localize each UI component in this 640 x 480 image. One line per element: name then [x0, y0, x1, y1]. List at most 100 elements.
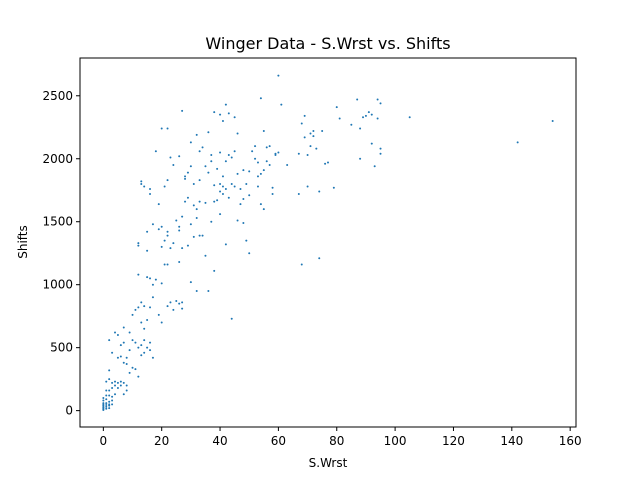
data-point — [364, 114, 367, 117]
y-axis: 0 500 1000 1500 2000 2500 — [42, 89, 80, 418]
data-point — [367, 111, 370, 114]
data-point — [160, 321, 163, 324]
data-point — [172, 164, 175, 167]
x-axis: 0 20 40 60 80 100 120 140 160 — [100, 427, 582, 448]
x-tick-label: 80 — [329, 434, 344, 448]
data-point — [213, 269, 216, 272]
data-point — [181, 307, 184, 310]
data-point — [166, 230, 169, 233]
data-point — [119, 344, 122, 347]
data-point — [221, 119, 224, 122]
x-tick-label: 60 — [271, 434, 286, 448]
data-point — [105, 402, 108, 405]
data-point — [111, 403, 114, 406]
data-point — [230, 182, 233, 185]
data-point — [198, 234, 201, 237]
data-point — [140, 321, 143, 324]
data-point — [143, 327, 146, 330]
data-point — [154, 150, 157, 153]
data-point — [324, 162, 327, 165]
data-point — [338, 117, 341, 120]
data-point — [277, 74, 280, 77]
data-point — [306, 185, 309, 188]
data-point — [172, 242, 175, 245]
data-point — [166, 305, 169, 308]
data-point — [256, 161, 259, 164]
data-point — [105, 398, 108, 401]
data-point — [111, 395, 114, 398]
data-point — [111, 386, 114, 389]
data-point — [151, 283, 154, 286]
data-point — [303, 136, 306, 139]
data-point — [160, 225, 163, 228]
data-point — [210, 153, 213, 156]
data-point — [227, 112, 230, 115]
data-point — [300, 122, 303, 125]
data-point — [108, 389, 111, 392]
data-point — [169, 156, 172, 159]
data-point — [239, 203, 242, 206]
data-point — [163, 185, 166, 188]
data-point — [105, 380, 108, 383]
data-point — [114, 393, 117, 396]
data-point — [332, 186, 335, 189]
data-point — [192, 204, 195, 207]
data-point — [242, 198, 245, 201]
data-point — [137, 346, 140, 349]
data-point — [151, 356, 154, 359]
data-point — [242, 221, 245, 224]
data-point — [178, 229, 181, 232]
data-point — [239, 187, 242, 190]
data-point — [373, 165, 376, 168]
data-point — [321, 130, 324, 133]
data-point — [134, 368, 137, 371]
data-point — [151, 223, 154, 226]
data-point — [408, 116, 411, 119]
data-point — [146, 346, 149, 349]
points-layer — [102, 74, 554, 411]
data-point — [230, 317, 233, 320]
data-point — [181, 215, 184, 218]
data-point — [116, 386, 119, 389]
data-point — [318, 190, 321, 193]
data-point — [262, 130, 265, 133]
data-point — [111, 351, 114, 354]
data-point — [198, 150, 201, 153]
data-point — [131, 366, 134, 369]
data-point — [108, 403, 111, 406]
data-point — [146, 276, 149, 279]
data-point — [128, 371, 131, 374]
data-point — [184, 175, 187, 178]
data-point — [201, 234, 204, 237]
data-point — [376, 98, 379, 101]
data-point — [184, 200, 187, 203]
data-point — [254, 145, 257, 148]
data-point — [198, 200, 201, 203]
data-point — [122, 381, 125, 384]
data-point — [315, 147, 318, 150]
data-point — [143, 351, 146, 354]
data-point — [125, 384, 128, 387]
data-point — [186, 244, 189, 247]
data-point — [259, 97, 262, 100]
data-point — [149, 341, 152, 344]
y-tick-label: 1000 — [42, 278, 73, 292]
data-point — [224, 160, 227, 163]
x-tick-label: 140 — [500, 434, 523, 448]
data-point — [379, 152, 382, 155]
data-point — [262, 169, 265, 172]
data-point — [134, 308, 137, 311]
data-point — [163, 263, 166, 266]
data-point — [131, 339, 134, 342]
data-point — [350, 123, 353, 126]
data-point — [297, 152, 300, 155]
data-point — [259, 203, 262, 206]
data-point — [186, 196, 189, 199]
data-point — [248, 170, 251, 173]
data-point — [210, 160, 213, 163]
data-point — [169, 301, 172, 304]
data-point — [198, 179, 201, 182]
data-point — [178, 225, 181, 228]
data-point — [207, 131, 210, 134]
